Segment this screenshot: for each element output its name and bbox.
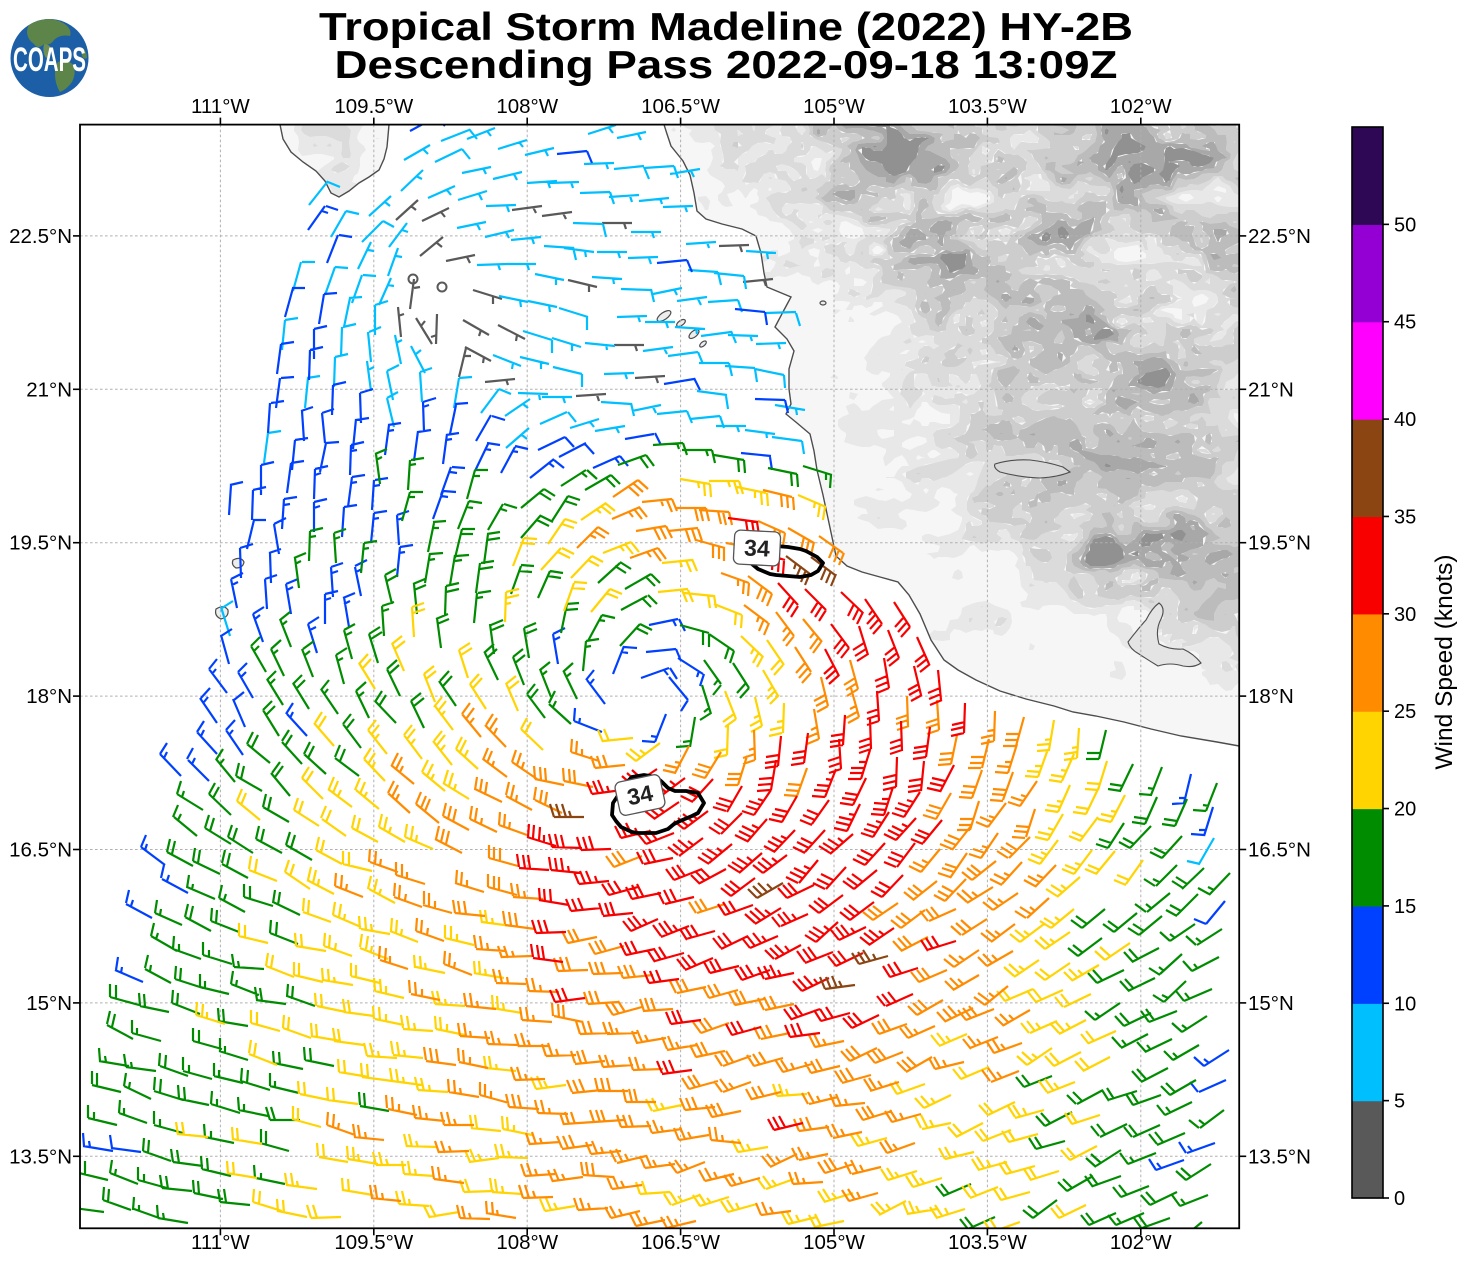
svg-text:105°W: 105°W xyxy=(803,1231,865,1254)
svg-text:106.5°W: 106.5°W xyxy=(641,95,720,118)
svg-text:102°W: 102°W xyxy=(1110,1231,1172,1254)
svg-text:10: 10 xyxy=(1394,993,1416,1015)
svg-text:15°N: 15°N xyxy=(26,992,72,1015)
svg-text:22.5°N: 22.5°N xyxy=(9,225,72,248)
svg-text:15°N: 15°N xyxy=(1248,992,1294,1015)
svg-text:35: 35 xyxy=(1394,506,1416,528)
svg-text:34: 34 xyxy=(744,534,771,561)
svg-text:15: 15 xyxy=(1394,896,1416,918)
svg-text:111°W: 111°W xyxy=(191,1231,250,1254)
svg-text:5: 5 xyxy=(1394,1091,1405,1113)
svg-text:13.5°N: 13.5°N xyxy=(9,1145,72,1168)
svg-text:18°N: 18°N xyxy=(1248,685,1294,708)
svg-text:109.5°W: 109.5°W xyxy=(334,95,413,118)
svg-text:21°N: 21°N xyxy=(1248,378,1294,401)
svg-text:109.5°W: 109.5°W xyxy=(334,1231,413,1254)
svg-text:19.5°N: 19.5°N xyxy=(9,532,72,555)
svg-text:45: 45 xyxy=(1394,312,1416,334)
svg-text:103.5°W: 103.5°W xyxy=(948,95,1027,118)
svg-text:16.5°N: 16.5°N xyxy=(9,839,72,862)
svg-text:40: 40 xyxy=(1394,409,1416,431)
svg-text:COAPS: COAPS xyxy=(13,41,86,79)
svg-text:50: 50 xyxy=(1394,214,1416,236)
svg-text:Wind Speed (knots): Wind Speed (knots) xyxy=(1431,554,1458,769)
svg-text:106.5°W: 106.5°W xyxy=(641,1231,720,1254)
svg-text:111°W: 111°W xyxy=(191,95,250,118)
svg-text:Tropical Storm Madeline (2022): Tropical Storm Madeline (2022) HY-2B xyxy=(319,6,1133,49)
svg-text:34: 34 xyxy=(625,780,656,811)
svg-text:Descending Pass 2022-09-18 13:: Descending Pass 2022-09-18 13:09Z xyxy=(335,44,1118,87)
svg-text:13.5°N: 13.5°N xyxy=(1248,1145,1311,1168)
svg-text:30: 30 xyxy=(1394,604,1416,626)
svg-text:18°N: 18°N xyxy=(26,685,72,708)
svg-text:108°W: 108°W xyxy=(496,95,558,118)
svg-text:20: 20 xyxy=(1394,799,1416,821)
svg-text:25: 25 xyxy=(1394,701,1416,723)
svg-text:103.5°W: 103.5°W xyxy=(948,1231,1027,1254)
svg-text:16.5°N: 16.5°N xyxy=(1248,839,1311,862)
svg-text:0: 0 xyxy=(1394,1188,1405,1210)
svg-text:21°N: 21°N xyxy=(26,378,72,401)
svg-text:108°W: 108°W xyxy=(496,1231,558,1254)
svg-text:105°W: 105°W xyxy=(803,95,865,118)
svg-text:19.5°N: 19.5°N xyxy=(1248,532,1311,555)
svg-text:22.5°N: 22.5°N xyxy=(1248,225,1311,248)
svg-text:102°W: 102°W xyxy=(1110,95,1172,118)
